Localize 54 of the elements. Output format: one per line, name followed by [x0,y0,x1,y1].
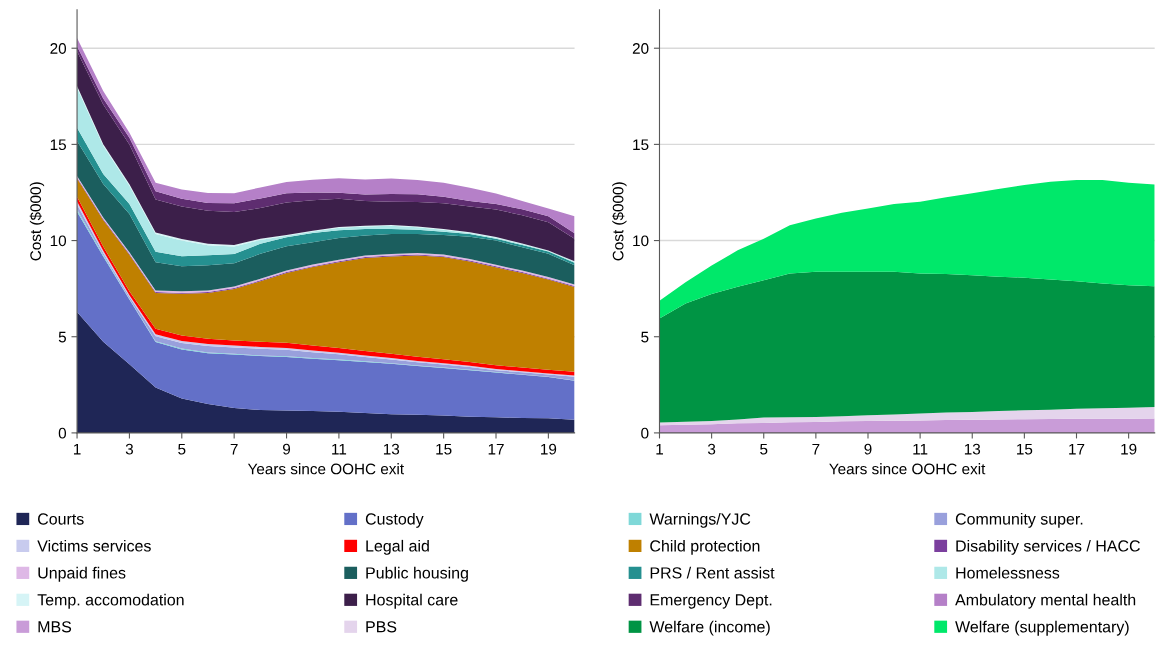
legend-label: Courts [38,513,84,525]
x-tick-label: 3 [707,443,716,455]
y-tick-label: 15 [633,139,649,151]
x-axis-title: Years since OOHC exit [829,463,986,475]
legend-label: MBS [38,621,72,633]
legend-label: Community super. [955,512,1083,528]
legend-label: Custody [365,512,424,528]
x-tick-label: 5 [760,443,768,455]
x-axis-title: Years since OOHC exit [247,463,404,475]
x-tick-label: 15 [436,443,452,455]
x-tick-label: 11 [913,443,928,455]
y-axis-title: Cost ($000) [612,182,627,261]
x-tick-label: 1 [73,443,81,455]
x-tick-label: 19 [541,443,557,455]
y-tick-label: 20 [50,43,67,54]
legend-label: Unpaid fines [38,566,126,582]
legend-label: Warnings/YJC [649,512,751,528]
legend-label: Legal aid [366,539,429,555]
legend-label: PBS [366,621,397,633]
legend-label: Homelessness [956,566,1060,579]
y-tick-label: 5 [58,331,66,343]
legend-label: Disability services / HACC [956,539,1140,555]
legend-label: Hospital care [366,593,458,609]
y-tick-label: 10 [633,235,649,247]
legend-label: Temp. accomodation [37,593,184,609]
legend-label: PRS / Rent assist [650,566,775,579]
legend-label: Victims services [37,539,151,552]
legend-label: Child protection [650,539,760,555]
y-tick-label: 20 [632,43,649,54]
legend-label: Welfare (supplementary) [955,620,1129,636]
x-tick-label: 9 [283,443,291,455]
y-tick-label: 15 [50,139,66,151]
x-tick-label: 13 [383,443,400,455]
x-tick-label: 7 [812,443,820,455]
legend-label: Welfare (income) [649,620,770,636]
y-axis-title: Cost ($000) [29,182,45,261]
x-tick-label: 11 [332,443,347,455]
x-tick-label: 17 [488,443,504,455]
legend-label: Emergency Dept. [650,594,772,609]
x-tick-label: 3 [125,443,133,455]
y-tick-label: 5 [641,331,649,343]
x-tick-label: 15 [1017,443,1033,455]
x-tick-label: 17 [1069,443,1085,455]
x-tick-label: 7 [230,443,238,455]
legend-label: Public housing [366,566,468,582]
y-tick-label: 0 [58,427,67,439]
y-tick-label: 10 [50,235,67,247]
x-tick-label: 1 [656,443,663,455]
x-tick-label: 9 [864,443,872,455]
x-tick-label: 5 [178,443,186,455]
legend-label: Ambulatory mental health [955,593,1136,609]
x-tick-label: 13 [964,443,981,455]
x-tick-label: 19 [1121,443,1137,455]
y-tick-label: 0 [641,427,649,439]
